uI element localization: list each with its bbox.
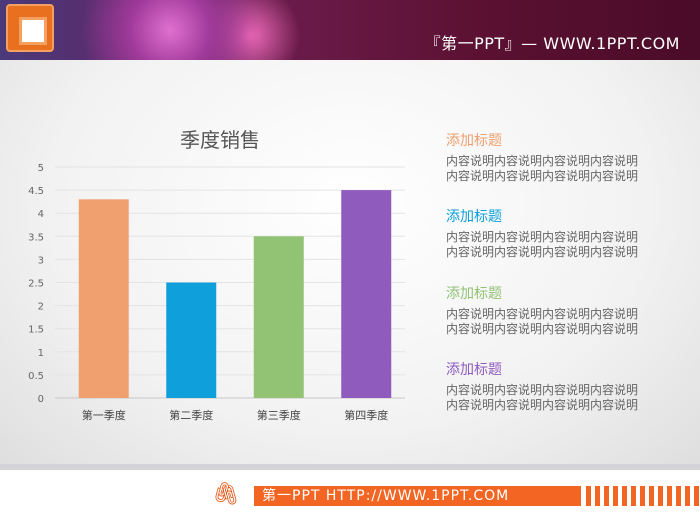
section-text: 内容说明内容说明内容说明内容说明	[446, 230, 639, 244]
x-tick-label: 第四季度	[344, 408, 388, 422]
y-tick-label: 4.5	[28, 186, 44, 197]
text-section: 添加标题内容说明内容说明内容说明内容说明 内容说明内容说明内容说明内容说明	[446, 283, 686, 337]
section-title: 添加标题	[446, 362, 502, 378]
x-tick-label: 第一季度	[82, 408, 126, 422]
section-title: 添加标题	[446, 209, 502, 225]
text-section: 添加标题内容说明内容说明内容说明内容说明 内容说明内容说明内容说明内容说明	[446, 130, 686, 184]
bar	[166, 282, 217, 398]
y-tick-label: 1.5	[28, 325, 44, 336]
section-text: 内容说明内容说明内容说明内容说明	[446, 154, 639, 168]
header-banner: 『第一PPT』— WWW.1PPT.COM	[0, 0, 700, 60]
bar	[253, 236, 304, 398]
x-tick-label: 第三季度	[257, 408, 301, 422]
site-title: 『第一PPT』— WWW.1PPT.COM	[424, 34, 680, 53]
text-section: 添加标题内容说明内容说明内容说明内容说明 内容说明内容说明内容说明内容说明	[446, 206, 686, 260]
y-tick-label: 2	[38, 302, 44, 313]
y-tick-label: 0	[38, 394, 44, 405]
section-title: 添加标题	[446, 286, 502, 302]
y-tick-label: 3.5	[28, 232, 44, 243]
bar	[341, 190, 392, 398]
section-text: 内容说明内容说明内容说明内容说明	[446, 245, 639, 259]
text-section: 添加标题内容说明内容说明内容说明内容说明 内容说明内容说明内容说明内容说明	[446, 359, 686, 413]
y-tick-label: 2.5	[28, 279, 44, 290]
x-tick-label: 第二季度	[169, 408, 213, 422]
footer-stripes	[586, 486, 700, 506]
section-text: 内容说明内容说明内容说明内容说明	[446, 398, 639, 412]
paperclip-icon: 🖇	[212, 482, 240, 507]
y-tick-label: 4	[38, 209, 44, 220]
y-tick-label: 3	[38, 255, 44, 266]
y-tick-label: 1	[38, 348, 44, 359]
section-text: 内容说明内容说明内容说明内容说明	[446, 307, 639, 321]
y-tick-label: 0.5	[28, 371, 44, 382]
powerpoint-icon	[6, 4, 54, 52]
section-text: 内容说明内容说明内容说明内容说明	[446, 383, 639, 397]
y-tick-label: 5	[38, 163, 44, 174]
section-text: 内容说明内容说明内容说明内容说明	[446, 169, 639, 183]
footer-url[interactable]: 第一PPT HTTP://WWW.1PPT.COM	[254, 486, 581, 506]
bar	[78, 199, 129, 398]
section-title: 添加标题	[446, 133, 502, 149]
divider	[0, 464, 700, 470]
chart-title: 季度销售	[180, 128, 260, 152]
section-text: 内容说明内容说明内容说明内容说明	[446, 322, 639, 336]
